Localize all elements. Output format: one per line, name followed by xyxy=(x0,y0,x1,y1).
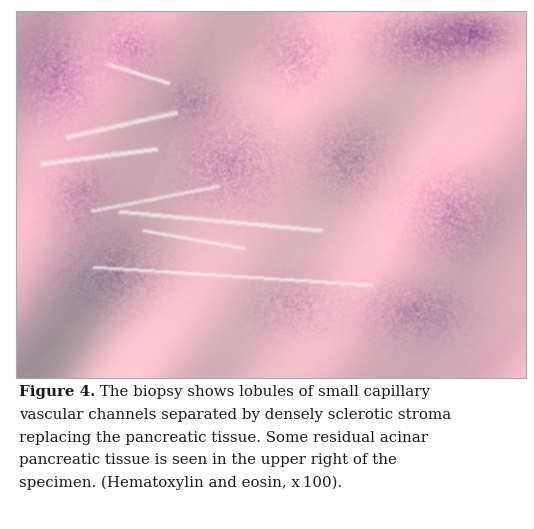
Text: The biopsy shows lobules of small capillary: The biopsy shows lobules of small capill… xyxy=(95,385,430,399)
Text: Figure 4.: Figure 4. xyxy=(19,385,95,399)
Text: replacing the pancreatic tissue. Some residual acinar: replacing the pancreatic tissue. Some re… xyxy=(19,431,428,444)
Text: vascular channels separated by densely sclerotic stroma: vascular channels separated by densely s… xyxy=(19,408,451,422)
Text: pancreatic tissue is seen in the upper right of the: pancreatic tissue is seen in the upper r… xyxy=(19,453,397,467)
Text: specimen. (Hematoxylin and eosin, x 100).: specimen. (Hematoxylin and eosin, x 100)… xyxy=(19,476,342,490)
